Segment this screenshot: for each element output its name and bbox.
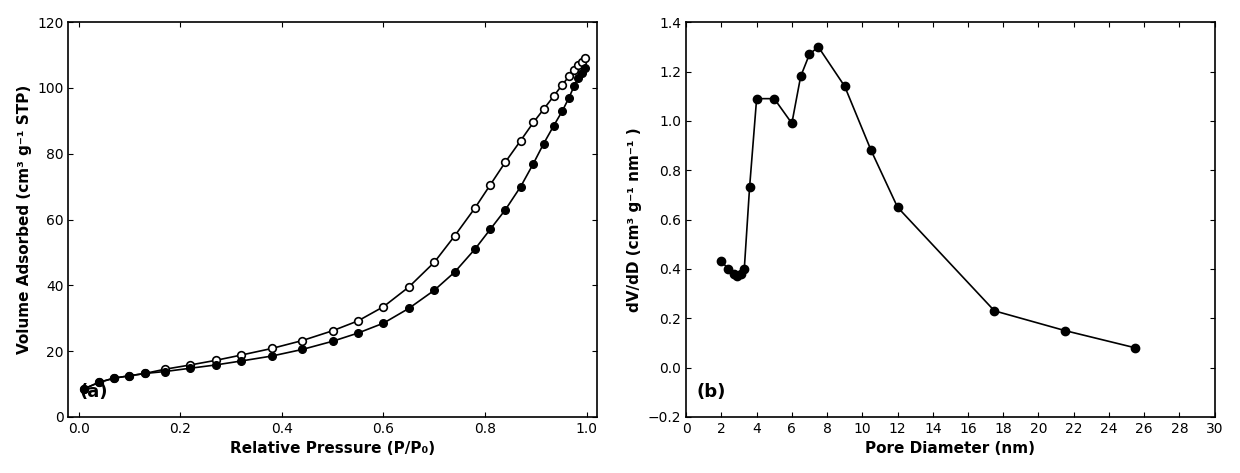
Y-axis label: Volume Adsorbed (cm³ g⁻¹ STP): Volume Adsorbed (cm³ g⁻¹ STP) [16, 85, 32, 354]
X-axis label: Relative Pressure (P/P₀): Relative Pressure (P/P₀) [231, 441, 435, 456]
Y-axis label: dV/dD (cm³ g⁻¹ nm⁻¹ ): dV/dD (cm³ g⁻¹ nm⁻¹ ) [627, 127, 642, 312]
Text: (a): (a) [79, 383, 108, 401]
X-axis label: Pore Diameter (nm): Pore Diameter (nm) [866, 441, 1035, 456]
Text: (b): (b) [697, 383, 727, 401]
